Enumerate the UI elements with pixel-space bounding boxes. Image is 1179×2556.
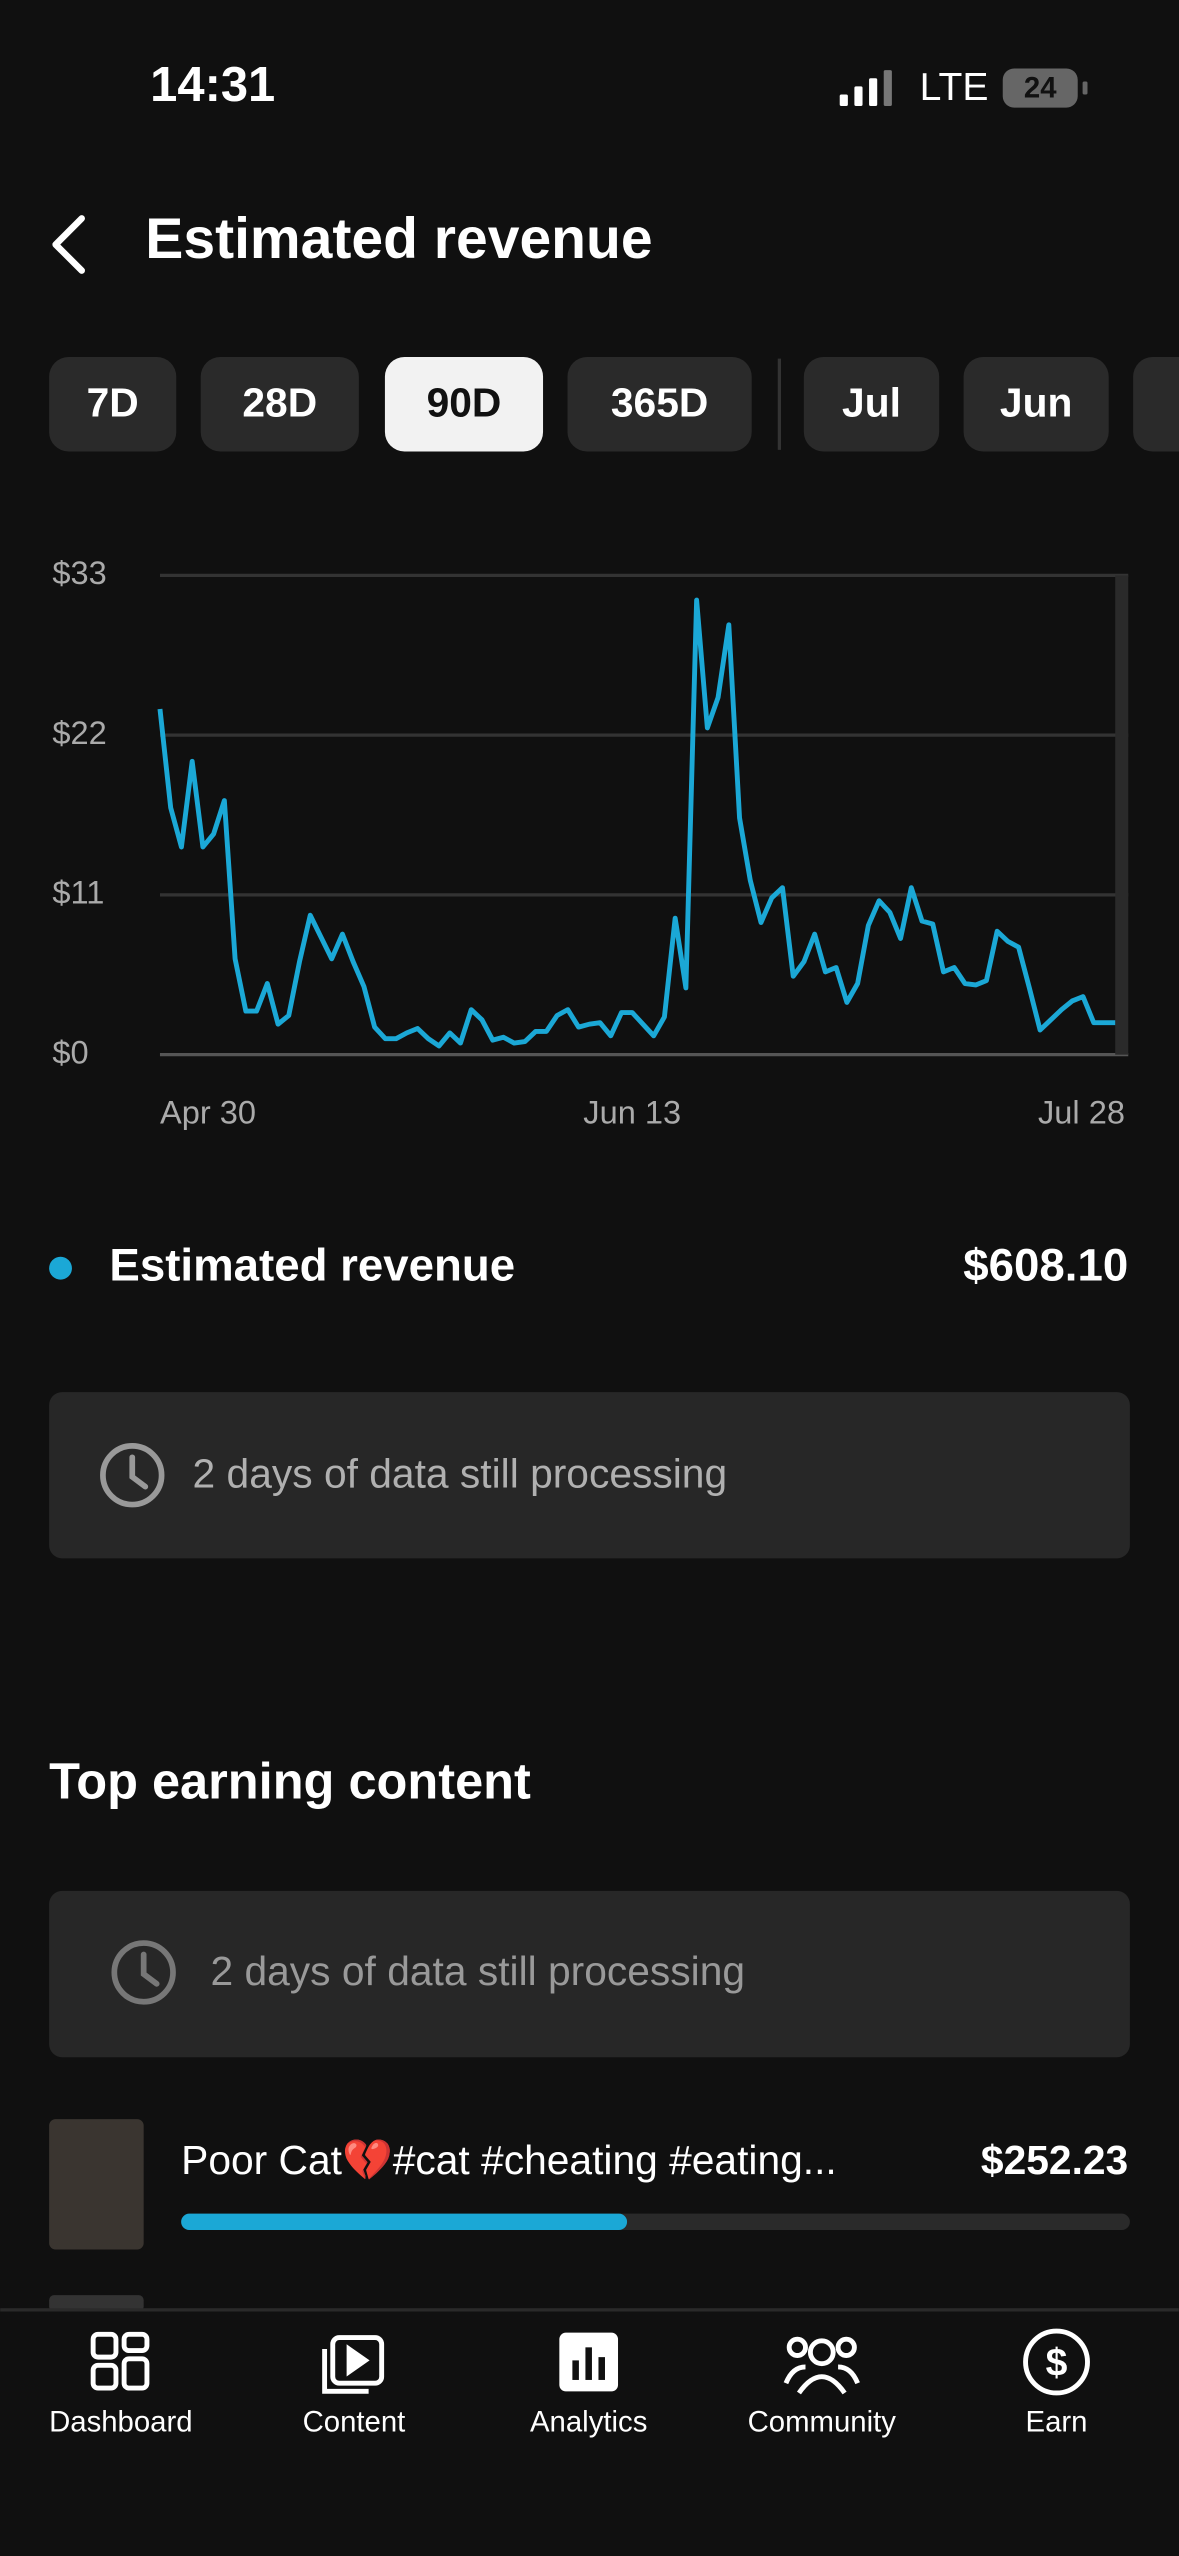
clock-icon bbox=[111, 1940, 176, 2005]
filter-label: 365D bbox=[611, 380, 708, 426]
filter-label: Jun bbox=[1000, 380, 1072, 426]
clock-hands bbox=[140, 1951, 160, 1987]
x-tick-label: Apr 30 bbox=[160, 1094, 256, 1131]
analytics-icon-bars bbox=[572, 2347, 605, 2380]
filter-label: 7D bbox=[87, 380, 139, 426]
thumbnail[interactable] bbox=[49, 2295, 144, 2312]
summary-label: Estimated revenue bbox=[109, 1239, 515, 1290]
notice-text: 2 days of data still processing bbox=[193, 1451, 728, 1497]
y-tick-label: $22 bbox=[52, 714, 106, 751]
tab-label[interactable]: Dashboard bbox=[49, 2406, 192, 2439]
status-network: LTE bbox=[920, 66, 989, 109]
section-title: Top earning content bbox=[49, 1752, 531, 1809]
battery-level: 24 bbox=[1024, 71, 1057, 104]
tab-label[interactable]: Community bbox=[748, 2406, 897, 2439]
revenue-line bbox=[157, 597, 1116, 1049]
filter-chip[interactable] bbox=[384, 356, 544, 452]
y-tick-label: $11 bbox=[52, 874, 104, 911]
filter-chip[interactable] bbox=[49, 356, 177, 452]
x-tick-label: Jun 13 bbox=[583, 1094, 681, 1131]
earn-icon: $ bbox=[1046, 2342, 1068, 2385]
clock-hands bbox=[129, 1454, 149, 1490]
filter-chip[interactable] bbox=[1133, 356, 1179, 452]
progress-bar bbox=[181, 2213, 628, 2230]
tab-icons bbox=[90, 2328, 1090, 2396]
notice-box bbox=[49, 1392, 1130, 1559]
item-title[interactable]: Poor Cat💔#cat #cheating #eating... bbox=[181, 2137, 837, 2183]
page-title: Estimated revenue bbox=[145, 207, 652, 271]
filter-chip[interactable] bbox=[200, 356, 359, 452]
x-tick-label: Jul 28 bbox=[1038, 1094, 1125, 1131]
tab-label[interactable]: Content bbox=[303, 2406, 406, 2439]
y-tick-label: $33 bbox=[52, 554, 106, 591]
filter-label: 90D bbox=[427, 380, 502, 426]
status-time: 14:31 bbox=[150, 58, 275, 112]
summary-value: $608.10 bbox=[963, 1239, 1128, 1290]
tab-label[interactable]: Earn bbox=[1026, 2406, 1088, 2439]
filter-chip[interactable] bbox=[567, 356, 752, 452]
notice-box bbox=[49, 1890, 1130, 2058]
chart-edge bbox=[1115, 575, 1129, 1055]
back-button[interactable] bbox=[52, 215, 85, 274]
filter-chip[interactable] bbox=[803, 356, 940, 452]
filter-label: 28D bbox=[242, 380, 317, 426]
clock-icon bbox=[100, 1443, 165, 1508]
item-value: $252.23 bbox=[981, 2137, 1128, 2183]
battery-tip bbox=[1082, 81, 1088, 95]
y-tick-label: $0 bbox=[52, 1033, 88, 1070]
filter-label: Jul bbox=[842, 380, 901, 426]
tab-label[interactable]: Analytics bbox=[530, 2406, 647, 2439]
legend-dot bbox=[49, 1256, 72, 1280]
signal-icon bbox=[839, 70, 892, 106]
thumbnail[interactable] bbox=[49, 2119, 144, 2250]
filter-chip[interactable] bbox=[963, 356, 1109, 452]
battery-body bbox=[1002, 68, 1078, 108]
notice-text: 2 days of data still processing bbox=[211, 1948, 746, 1994]
